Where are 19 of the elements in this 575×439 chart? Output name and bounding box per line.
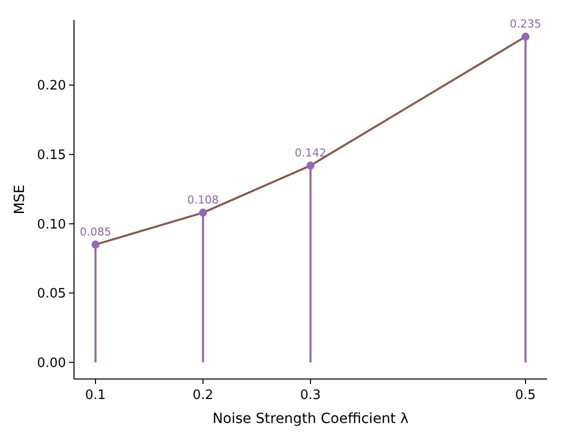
y-tick-label: 0.00 [37, 356, 66, 371]
x-axis-title: Noise Strength Coefficient λ [212, 411, 409, 427]
y-tick-label: 0.20 [37, 78, 66, 94]
data-label: 0.142 [294, 146, 326, 160]
point [199, 208, 207, 217]
data-label: 0.235 [510, 18, 542, 31]
x-tick-label: 0.2 [192, 388, 214, 403]
point [306, 162, 314, 170]
point [92, 240, 100, 249]
y-tick-label: 0.10 [37, 217, 66, 232]
x-tick-label: 0.5 [515, 388, 536, 403]
x-tick-label: 0.1 [85, 388, 106, 403]
point [522, 32, 530, 41]
y-axis-title: MSE [12, 184, 28, 214]
x-tick-label: 0.3 [300, 388, 321, 403]
y-tick-label: 0.15 [37, 148, 66, 163]
data-label: 0.108 [187, 194, 219, 207]
y-tick-label: 0.05 [37, 286, 66, 302]
data-label: 0.085 [80, 226, 112, 239]
